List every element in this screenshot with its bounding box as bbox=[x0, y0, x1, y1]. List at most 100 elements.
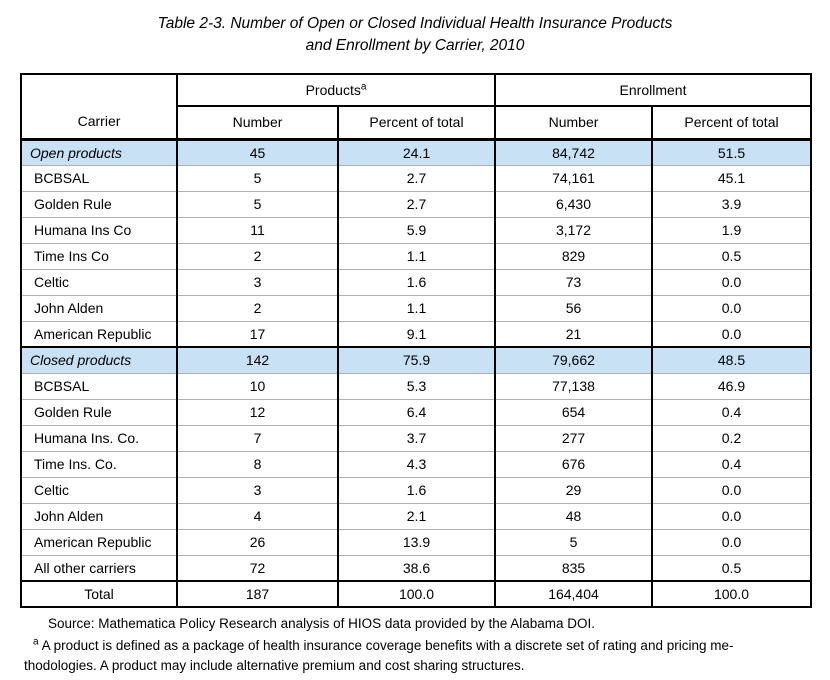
value-cell: 84,742 bbox=[494, 138, 653, 165]
value-cell: 5 bbox=[494, 528, 653, 555]
value-cell: 38.6 bbox=[337, 554, 496, 581]
value-cell: 56 bbox=[494, 294, 653, 321]
table-title: Table 2-3. Number of Open or Closed Indi… bbox=[0, 13, 830, 57]
value-cell: 21 bbox=[494, 320, 653, 347]
value-cell: 654 bbox=[494, 398, 653, 425]
value-cell: 2 bbox=[176, 294, 339, 321]
value-cell: 79,662 bbox=[494, 346, 653, 373]
value-cell: 0.2 bbox=[650, 424, 813, 451]
value-cell: 3 bbox=[176, 476, 339, 503]
header-group-row: Carrier Productsa Enrollment bbox=[20, 74, 813, 139]
value-cell: 835 bbox=[494, 554, 653, 581]
table-notes: Source: Mathematica Policy Research anal… bbox=[0, 614, 830, 676]
column-header-enrollment-percent: Percent of total bbox=[650, 106, 813, 139]
products-footnote-marker: a bbox=[360, 81, 367, 93]
value-cell: 1.6 bbox=[337, 476, 496, 503]
value-cell: 72 bbox=[176, 554, 339, 581]
value-cell: 12 bbox=[176, 398, 339, 425]
value-cell: 48.5 bbox=[650, 346, 813, 373]
value-cell: 100.0 bbox=[337, 580, 496, 607]
section-row: Closed products 142 75.9 79,662 48.5 bbox=[20, 346, 813, 373]
carrier-cell: Closed products bbox=[20, 346, 178, 373]
carrier-cell: All other carriers bbox=[20, 554, 178, 581]
value-cell: 45.1 bbox=[650, 164, 813, 191]
carrier-cell: BCBSAL bbox=[20, 164, 178, 191]
table-row: Humana Ins Co 11 5.9 3,172 1.9 bbox=[20, 216, 813, 243]
table-row: BCBSAL 10 5.3 77,138 46.9 bbox=[20, 372, 813, 399]
value-cell: 1.6 bbox=[337, 268, 496, 295]
value-cell: 3,172 bbox=[494, 216, 653, 243]
value-cell: 0.0 bbox=[650, 268, 813, 295]
value-cell: 11 bbox=[176, 216, 339, 243]
value-cell: 0.4 bbox=[650, 450, 813, 477]
total-row: Total 187 100.0 164,404 100.0 bbox=[20, 580, 813, 607]
value-cell: 100.0 bbox=[650, 580, 813, 607]
value-cell: 3 bbox=[176, 268, 339, 295]
carrier-cell: John Alden bbox=[20, 502, 178, 529]
carrier-cell: Time Ins Co bbox=[20, 242, 178, 269]
table-row: Golden Rule 12 6.4 654 0.4 bbox=[20, 398, 813, 425]
table-row: Celtic 3 1.6 29 0.0 bbox=[20, 476, 813, 503]
column-group-products: Productsa bbox=[176, 74, 496, 107]
table-row: Golden Rule 5 2.7 6,430 3.9 bbox=[20, 190, 813, 217]
table-row: BCBSAL 5 2.7 74,161 45.1 bbox=[20, 164, 813, 191]
value-cell: 0.5 bbox=[650, 554, 813, 581]
value-cell: 46.9 bbox=[650, 372, 813, 399]
value-cell: 77,138 bbox=[494, 372, 653, 399]
carrier-cell: American Republic bbox=[20, 528, 178, 555]
table-row: John Alden 2 1.1 56 0.0 bbox=[20, 294, 813, 321]
value-cell: 2.7 bbox=[337, 190, 496, 217]
table-row: All other carriers 72 38.6 835 0.5 bbox=[20, 554, 813, 581]
value-cell: 3.9 bbox=[650, 190, 813, 217]
header-sub-row: Number Percent of total Number Percent o… bbox=[21, 106, 813, 139]
value-cell: 187 bbox=[176, 580, 339, 607]
table-body: Open products 45 24.1 84,742 51.5 BCBSAL 5 2.7 7… bbox=[20, 138, 813, 607]
value-cell: 2.1 bbox=[337, 502, 496, 529]
value-cell: 73 bbox=[494, 268, 653, 295]
carrier-cell: Humana Ins Co bbox=[20, 216, 178, 243]
value-cell: 5.3 bbox=[337, 372, 496, 399]
value-cell: 4.3 bbox=[337, 450, 496, 477]
value-cell: 26 bbox=[176, 528, 339, 555]
value-cell: 8 bbox=[176, 450, 339, 477]
footnote: a A product is defined as a package of h… bbox=[24, 636, 808, 676]
value-cell: 24.1 bbox=[337, 138, 496, 165]
data-table: Carrier Productsa Enrollment Number Perc… bbox=[20, 73, 813, 608]
value-cell: 0.0 bbox=[650, 476, 813, 503]
value-cell: 51.5 bbox=[650, 138, 813, 165]
value-cell: 5 bbox=[176, 190, 339, 217]
table-row: Time Ins Co 2 1.1 829 0.5 bbox=[20, 242, 813, 269]
footnote-marker: a bbox=[33, 636, 39, 648]
value-cell: 74,161 bbox=[494, 164, 653, 191]
value-cell: 5.9 bbox=[337, 216, 496, 243]
value-cell: 142 bbox=[176, 346, 339, 373]
carrier-cell: Open products bbox=[20, 138, 178, 165]
value-cell: 45 bbox=[176, 138, 339, 165]
carrier-cell: Humana Ins. Co. bbox=[20, 424, 178, 451]
value-cell: 3.7 bbox=[337, 424, 496, 451]
carrier-cell: American Republic bbox=[20, 320, 178, 347]
column-header-products-percent: Percent of total bbox=[337, 106, 496, 139]
column-header-carrier: Carrier bbox=[20, 74, 178, 139]
value-cell: 0.0 bbox=[650, 502, 813, 529]
value-cell: 6.4 bbox=[337, 398, 496, 425]
value-cell: 1.9 bbox=[650, 216, 813, 243]
value-cell: 2.7 bbox=[337, 164, 496, 191]
carrier-cell: Golden Rule bbox=[20, 190, 178, 217]
value-cell: 7 bbox=[176, 424, 339, 451]
carrier-cell: Golden Rule bbox=[20, 398, 178, 425]
table-row: Humana Ins. Co. 7 3.7 277 0.2 bbox=[20, 424, 813, 451]
value-cell: 1.1 bbox=[337, 242, 496, 269]
source-note: Source: Mathematica Policy Research anal… bbox=[48, 616, 596, 631]
table-row: Time Ins. Co. 8 4.3 676 0.4 bbox=[20, 450, 813, 477]
carrier-cell: Celtic bbox=[20, 268, 178, 295]
table-title-line1: Table 2-3. Number of Open or Closed Indi… bbox=[157, 15, 673, 32]
value-cell: 13.9 bbox=[337, 528, 496, 555]
column-group-enrollment: Enrollment bbox=[493, 74, 813, 107]
footnote-text-line2: thodologies. A product may include alter… bbox=[24, 658, 525, 673]
value-cell: 0.0 bbox=[650, 528, 813, 555]
value-cell: 0.5 bbox=[650, 242, 813, 269]
footnote-text-line1: A product is defined as a package of hea… bbox=[38, 638, 734, 653]
table-header: Carrier Productsa Enrollment Number Perc… bbox=[20, 74, 813, 139]
value-cell: 277 bbox=[494, 424, 653, 451]
